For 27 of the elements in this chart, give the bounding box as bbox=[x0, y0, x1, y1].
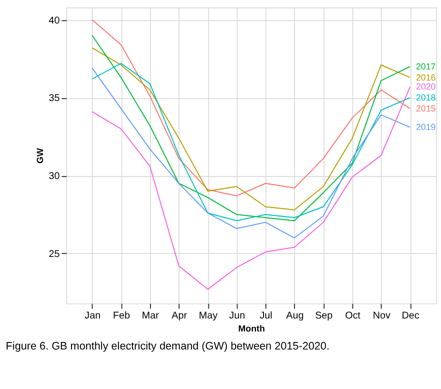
x-tick-label: Oct bbox=[345, 310, 361, 322]
line-series bbox=[92, 19, 411, 196]
x-tick-label: Dec bbox=[402, 310, 420, 322]
x-tick-label: Jul bbox=[260, 310, 272, 322]
x-tick-label: Jun bbox=[229, 310, 246, 322]
series-label: 2016 bbox=[416, 72, 436, 82]
y-tick-label: 40 bbox=[48, 15, 60, 26]
series-label: 2018 bbox=[416, 92, 436, 103]
x-tick-label: May bbox=[198, 310, 218, 322]
y-axis-title: GW bbox=[34, 148, 45, 164]
line-series bbox=[92, 86, 411, 290]
series-label: 2020 bbox=[416, 82, 436, 92]
x-tick-label: Mar bbox=[142, 310, 160, 322]
x-tick-label: Nov bbox=[372, 310, 390, 322]
series-label: 2019 bbox=[416, 122, 436, 132]
x-tick-label: Sep bbox=[315, 310, 334, 322]
caption: Figure 6. GB monthly electricity demand (GW) between 2015-2020. bbox=[6, 340, 330, 353]
y-tick-label: 35 bbox=[48, 93, 60, 104]
series-label: 2017 bbox=[416, 61, 436, 72]
series-label: 2015 bbox=[416, 104, 436, 114]
x-tick-label: Feb bbox=[113, 310, 131, 322]
x-tick-label: Apr bbox=[172, 310, 188, 322]
x-axis-title: Month bbox=[238, 323, 265, 334]
y-tick-label: 25 bbox=[48, 248, 60, 260]
x-tick-label: Aug bbox=[286, 310, 304, 322]
y-tick-label: 30 bbox=[48, 171, 60, 182]
x-tick-label: Jan bbox=[84, 310, 101, 322]
